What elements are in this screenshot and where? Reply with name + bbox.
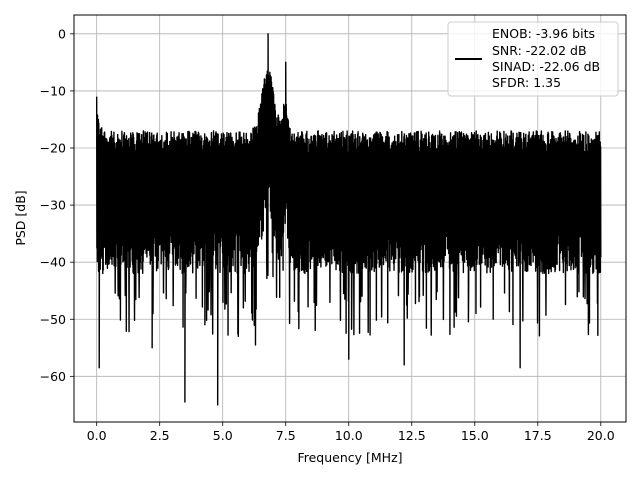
- x-tick-label: 5.0: [213, 428, 233, 443]
- x-tick-label: 10.0: [335, 428, 363, 443]
- y-tick-label: −60: [40, 369, 66, 384]
- y-tick-label: 0: [58, 26, 66, 41]
- x-axis: 0.0 2.5 5.0 7.5 10.0 12.5 15.0 17.5 20.0: [87, 422, 615, 443]
- x-tick-label: 15.0: [461, 428, 489, 443]
- x-tick-label: 17.5: [524, 428, 552, 443]
- y-tick-label: −50: [40, 312, 66, 327]
- axes-frame: [73, 14, 627, 423]
- x-tick-label: 7.5: [276, 428, 296, 443]
- y-tick-label: −10: [40, 83, 66, 98]
- x-tick-label: 12.5: [398, 428, 426, 443]
- legend-frame: [447, 21, 619, 97]
- legend-entry-enob: ENOB: -3.96 bits: [492, 26, 595, 41]
- legend-entry-sinad: SINAD: -22.06 dB: [492, 59, 600, 74]
- y-axis-label: PSD [dB]: [13, 190, 28, 245]
- x-tick-label: 2.5: [150, 428, 170, 443]
- legend-entry-sfdr: SFDR: 1.35: [492, 75, 561, 90]
- x-tick-label: 20.0: [587, 428, 615, 443]
- legend: ENOB: -3.96 bits SNR: -22.02 dB SINAD: -…: [447, 21, 619, 97]
- legend-entry-snr: SNR: -22.02 dB: [492, 43, 587, 58]
- x-tick-label: 0.0: [87, 428, 107, 443]
- psd-series-line: [95, 33, 602, 406]
- x-axis-label: Frequency [MHz]: [297, 450, 402, 465]
- y-tick-label: −30: [40, 198, 66, 213]
- y-tick-label: −20: [40, 141, 66, 156]
- y-axis: 0 −10 −20 −30 −40 −50 −60: [40, 26, 74, 384]
- plot-area: [95, 33, 602, 406]
- y-tick-label: −40: [40, 255, 66, 270]
